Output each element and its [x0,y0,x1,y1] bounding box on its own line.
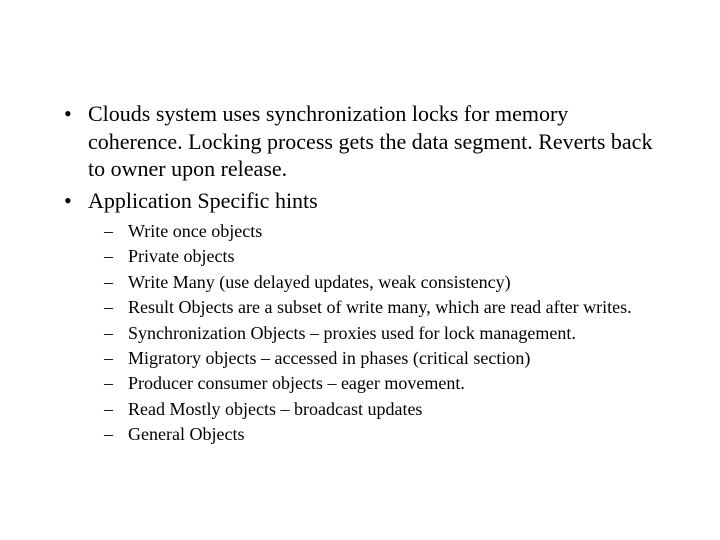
list-item: General Objects [104,423,660,446]
list-item-text: Result Objects are a subset of write man… [128,297,632,317]
bullet-list-level1: Clouds system uses synchronization locks… [60,100,660,447]
list-item: Write once objects [104,220,660,243]
list-item: Application Specific hints Write once ob… [60,187,660,447]
list-item: Migratory objects – accessed in phases (… [104,347,660,370]
bullet-list-level2: Write once objects Private objects Write… [88,220,660,447]
list-item-text: Synchronization Objects – proxies used f… [128,323,576,343]
list-item-text: Clouds system uses synchronization locks… [88,101,652,181]
list-item: Private objects [104,245,660,268]
list-item: Synchronization Objects – proxies used f… [104,322,660,345]
slide: Clouds system uses synchronization locks… [0,0,720,540]
list-item: Read Mostly objects – broadcast updates [104,398,660,421]
list-item: Result Objects are a subset of write man… [104,296,660,319]
list-item-text: Write Many (use delayed updates, weak co… [128,272,511,292]
list-item-text: Write once objects [128,221,262,241]
list-item: Producer consumer objects – eager moveme… [104,372,660,395]
list-item: Write Many (use delayed updates, weak co… [104,271,660,294]
list-item-text: General Objects [128,424,244,444]
list-item-text: Application Specific hints [88,188,318,213]
list-item: Clouds system uses synchronization locks… [60,100,660,183]
list-item-text: Producer consumer objects – eager moveme… [128,373,465,393]
list-item-text: Private objects [128,246,234,266]
list-item-text: Migratory objects – accessed in phases (… [128,348,530,368]
list-item-text: Read Mostly objects – broadcast updates [128,399,422,419]
